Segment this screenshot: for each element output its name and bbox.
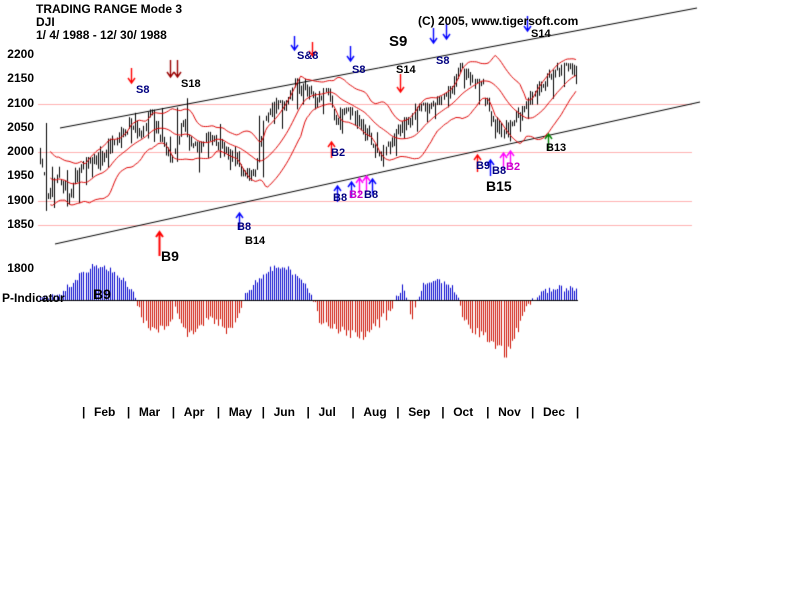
month-tick: | <box>306 405 310 419</box>
y-axis-label: 1900 <box>7 193 34 207</box>
y-axis-label: 1850 <box>7 217 34 231</box>
month-label: Aug <box>363 405 387 419</box>
month-label: Apr <box>183 405 205 419</box>
month-tick: | <box>216 405 221 419</box>
signal-label-b9: B9 <box>93 286 111 302</box>
signal-label-b9: B9 <box>161 248 179 264</box>
month-label: Jun <box>273 405 295 419</box>
month-tick: | <box>171 405 176 419</box>
month-label: Nov <box>498 405 521 419</box>
signal-label-b2: B2 <box>506 161 521 173</box>
signal-label-b14: B14 <box>245 235 266 247</box>
month-label: Dec <box>543 405 566 419</box>
month-tick: | <box>486 405 490 419</box>
y-axis-label: 2050 <box>7 120 34 134</box>
y-axis-label: 2150 <box>7 71 34 85</box>
signal-label-s8: S8 <box>436 55 450 67</box>
signal-label-b8: B8 <box>364 189 379 201</box>
signal-label-b2: B2 <box>331 147 346 159</box>
y-axis-label: 2200 <box>7 47 34 61</box>
month-tick: | <box>82 405 86 419</box>
month-tick: | <box>396 405 400 419</box>
signal-label-s14: S14 <box>531 28 551 40</box>
signal-label-s8: S8 <box>136 84 150 96</box>
month-label: Jul <box>318 405 336 419</box>
signal-label-s8: S8 <box>352 64 366 76</box>
month-tick: | <box>261 405 265 419</box>
y-axis-label: 2000 <box>7 144 34 158</box>
y-axis-label: 2100 <box>7 96 34 110</box>
signal-label-b8: B8 <box>492 165 507 177</box>
signal-label-b8: B8 <box>237 221 252 233</box>
signal-label-s14: S14 <box>396 64 416 76</box>
month-tick: | <box>531 405 535 419</box>
month-label: May <box>228 405 253 419</box>
signal-label-b15: B15 <box>486 178 512 194</box>
symbol-label: DJI <box>36 15 55 29</box>
y-axis-label: 1950 <box>7 168 34 182</box>
month-tick: | <box>441 405 445 419</box>
month-label: Feb <box>94 405 116 419</box>
month-label: Sep <box>408 405 431 419</box>
month-tick: | <box>575 405 580 419</box>
chart-mode-title: TRADING RANGE Mode 3 <box>36 2 183 16</box>
signal-label-s18: S18 <box>181 78 201 90</box>
month-tick: | <box>351 405 355 419</box>
signal-label-s8: S&8 <box>297 50 319 62</box>
signal-label-b2: B2 <box>349 189 364 201</box>
copyright-label: (C) 2005, www.tigersoft.com <box>418 14 579 28</box>
month-label: Oct <box>453 405 474 419</box>
signal-label-b13: B13 <box>546 142 567 154</box>
signal-label-b8: B8 <box>333 192 348 204</box>
month-tick: | <box>126 405 131 419</box>
p-indicator-label: P-Indicator <box>2 291 65 305</box>
date-range-label: 1/ 4/ 1988 - 12/ 30/ 1988 <box>36 28 167 42</box>
month-label: Mar <box>138 405 161 419</box>
signal-label-b9: B9 <box>476 160 491 172</box>
y-axis-label: 1800 <box>7 261 34 275</box>
signal-label-s9: S9 <box>389 33 408 50</box>
